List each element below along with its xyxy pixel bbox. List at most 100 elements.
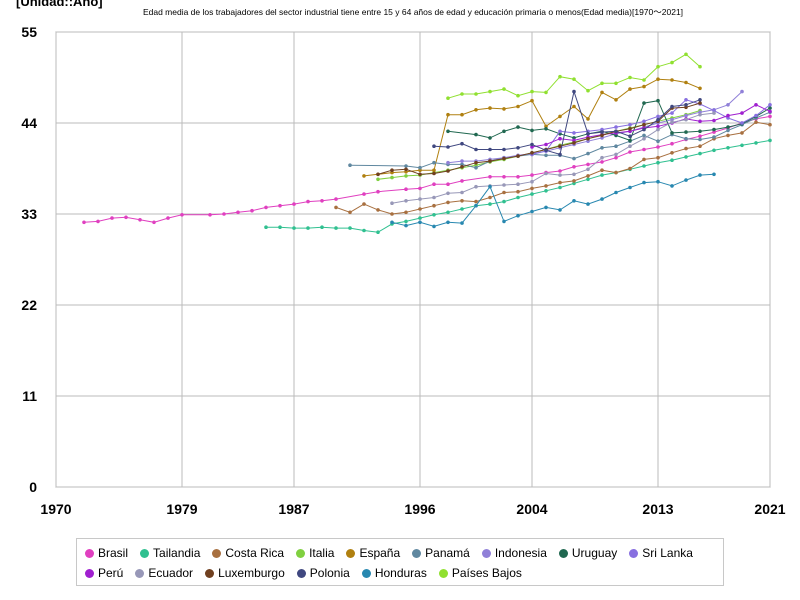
data-point [446, 145, 450, 149]
data-point [306, 199, 310, 204]
data-point [698, 137, 702, 142]
data-point [432, 182, 436, 186]
data-point [740, 143, 744, 148]
data-point [474, 203, 478, 208]
data-point [488, 147, 492, 152]
legend-label: Uruguay [571, 546, 618, 560]
data-point [404, 174, 408, 178]
data-point [698, 134, 702, 138]
data-point [642, 84, 646, 89]
data-point [460, 199, 464, 203]
legend-swatch [481, 548, 491, 558]
data-point [404, 170, 408, 174]
data-point [656, 155, 660, 160]
data-point [586, 117, 590, 121]
data-point [530, 89, 534, 94]
data-point [558, 136, 562, 141]
data-point [698, 86, 702, 91]
plot-area [82, 52, 772, 234]
data-point [334, 205, 338, 210]
series-line [377, 102, 701, 175]
data-point [530, 186, 534, 191]
data-point [642, 147, 646, 152]
data-point [418, 216, 422, 220]
data-point [348, 163, 352, 167]
data-point [656, 124, 660, 129]
legend-label: Perú [98, 566, 124, 580]
data-point [460, 159, 464, 163]
data-point [446, 200, 450, 205]
y-tick-label: 44 [21, 115, 37, 131]
data-point [572, 89, 576, 94]
data-point [474, 160, 478, 165]
data-point [376, 230, 380, 234]
data-point [698, 98, 702, 102]
data-point [404, 199, 408, 203]
data-point [670, 131, 674, 135]
data-point [404, 210, 408, 215]
data-point [642, 157, 646, 162]
series-14 [446, 52, 702, 100]
data-point [712, 118, 716, 123]
data-point [488, 159, 492, 163]
legend-label: Luxemburgo [218, 566, 285, 580]
data-point [516, 104, 520, 109]
data-point [180, 213, 184, 217]
data-point [418, 168, 422, 172]
data-point [460, 165, 464, 169]
legend-label: Brasil [98, 546, 129, 560]
data-point [614, 155, 618, 160]
data-point [362, 202, 366, 206]
data-point [474, 132, 478, 137]
data-point [516, 213, 520, 218]
data-point [656, 145, 660, 149]
data-point [222, 212, 226, 216]
data-point [460, 190, 464, 195]
data-point [404, 167, 408, 172]
data-point [712, 172, 716, 177]
data-point [586, 167, 590, 172]
data-point [446, 220, 450, 225]
data-point [404, 219, 408, 224]
data-point [684, 113, 688, 118]
data-point [656, 77, 660, 81]
data-point [642, 122, 646, 127]
legend-item: Indonesia [481, 543, 547, 563]
data-point [670, 141, 674, 146]
data-point [446, 210, 450, 215]
legend-item: Uruguay [558, 543, 618, 563]
data-point [488, 195, 492, 200]
series-line [83, 115, 771, 223]
series-line [349, 111, 771, 169]
legend-label: Sri Lanka [642, 546, 693, 560]
data-point [306, 226, 310, 230]
data-point [558, 169, 562, 173]
data-point [474, 163, 478, 167]
data-point [446, 96, 450, 100]
legend-item: Brasil [85, 543, 128, 563]
data-point [488, 202, 492, 206]
data-point [614, 98, 618, 102]
legend-label: Honduras [374, 566, 427, 580]
data-point [684, 105, 688, 110]
data-point [418, 207, 422, 211]
data-point [376, 208, 380, 212]
x-tick-label: 2004 [516, 501, 547, 517]
data-point [712, 135, 716, 139]
legend-item: Perú [85, 563, 123, 583]
legend-item: Tailandia [140, 543, 200, 563]
data-point [600, 127, 604, 132]
data-point [278, 203, 282, 208]
data-point [474, 147, 478, 152]
data-point [642, 164, 646, 168]
data-point [516, 93, 520, 98]
data-point [642, 136, 646, 141]
data-point [530, 179, 534, 184]
legend-label: España [359, 546, 401, 560]
data-point [460, 112, 464, 117]
data-point [320, 225, 324, 229]
data-point [446, 129, 450, 134]
data-point [558, 180, 562, 185]
data-point [544, 90, 548, 95]
